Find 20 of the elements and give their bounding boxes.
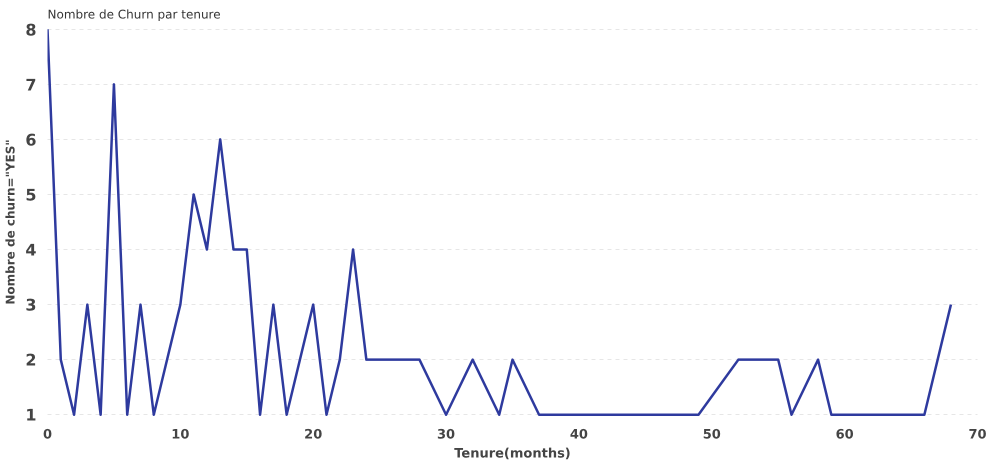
x-tick-label: 60 [836, 428, 854, 442]
y-tick-label: 4 [25, 240, 37, 260]
x-tick-label: 30 [437, 428, 456, 442]
y-tick-label: 1 [25, 406, 37, 425]
y-tick-label: 8 [25, 20, 37, 40]
y-tick-label: 5 [25, 185, 37, 204]
x-tick-label: 70 [968, 428, 987, 442]
x-tick-label: 20 [304, 428, 322, 442]
x-tick-label: 10 [171, 428, 190, 442]
y-tick-label: 2 [25, 350, 37, 370]
y-tick-label: 7 [25, 75, 37, 94]
x-tick-label: 0 [42, 428, 52, 442]
y-tick-label: 6 [25, 130, 37, 150]
x-tick-label: 50 [702, 428, 721, 442]
line-series [48, 28, 952, 416]
y-axis-title: Nombre de churn="YES" [3, 139, 18, 305]
chart-title: Nombre de Churn par tenure [48, 8, 221, 22]
x-axis-title: Tenure(months) [454, 446, 571, 462]
x-tick-label: 40 [570, 428, 588, 442]
y-tick-label: 3 [25, 296, 37, 315]
